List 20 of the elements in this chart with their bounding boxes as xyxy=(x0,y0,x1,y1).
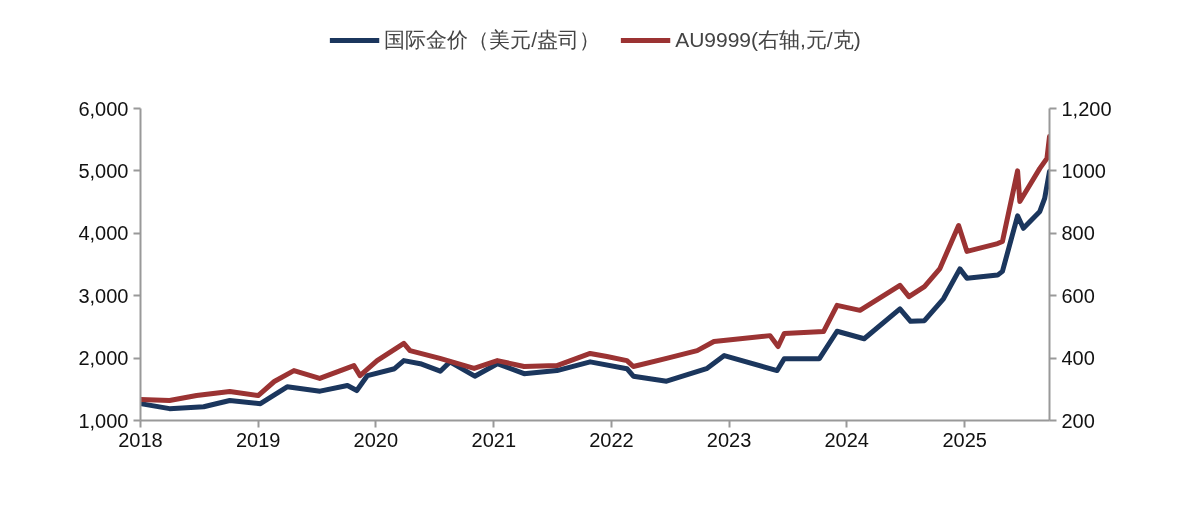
y-tick-label: 6,000 xyxy=(78,97,129,120)
x-tick-label: 2024 xyxy=(824,428,869,451)
y2-tick-label: 1000 xyxy=(1061,159,1106,182)
x-tick-label: 2021 xyxy=(471,428,517,451)
y2-tick-label: 800 xyxy=(1061,222,1095,245)
y2-tick-label: 400 xyxy=(1061,347,1095,370)
x-tick-label: 2019 xyxy=(235,428,281,451)
y-tick-label: 3,000 xyxy=(78,284,129,307)
x-tick-label: 2023 xyxy=(706,428,752,451)
y2-tick-label: 200 xyxy=(1061,409,1095,432)
legend-label: AU9999(右轴,元/克) xyxy=(675,27,861,53)
x-tick-label: 2020 xyxy=(353,428,399,451)
y2-tick-label: 600 xyxy=(1061,284,1095,307)
x-tick-label: 2025 xyxy=(942,428,987,451)
y2-tick-label: 1,200 xyxy=(1061,97,1112,120)
x-tick-label: 2022 xyxy=(589,428,634,451)
y-tick-label: 2,000 xyxy=(78,347,129,370)
legend-label: 国际金价（美元/盎司） xyxy=(384,27,601,53)
y-tick-label: 5,000 xyxy=(78,159,129,182)
y-tick-label: 4,000 xyxy=(78,222,129,245)
